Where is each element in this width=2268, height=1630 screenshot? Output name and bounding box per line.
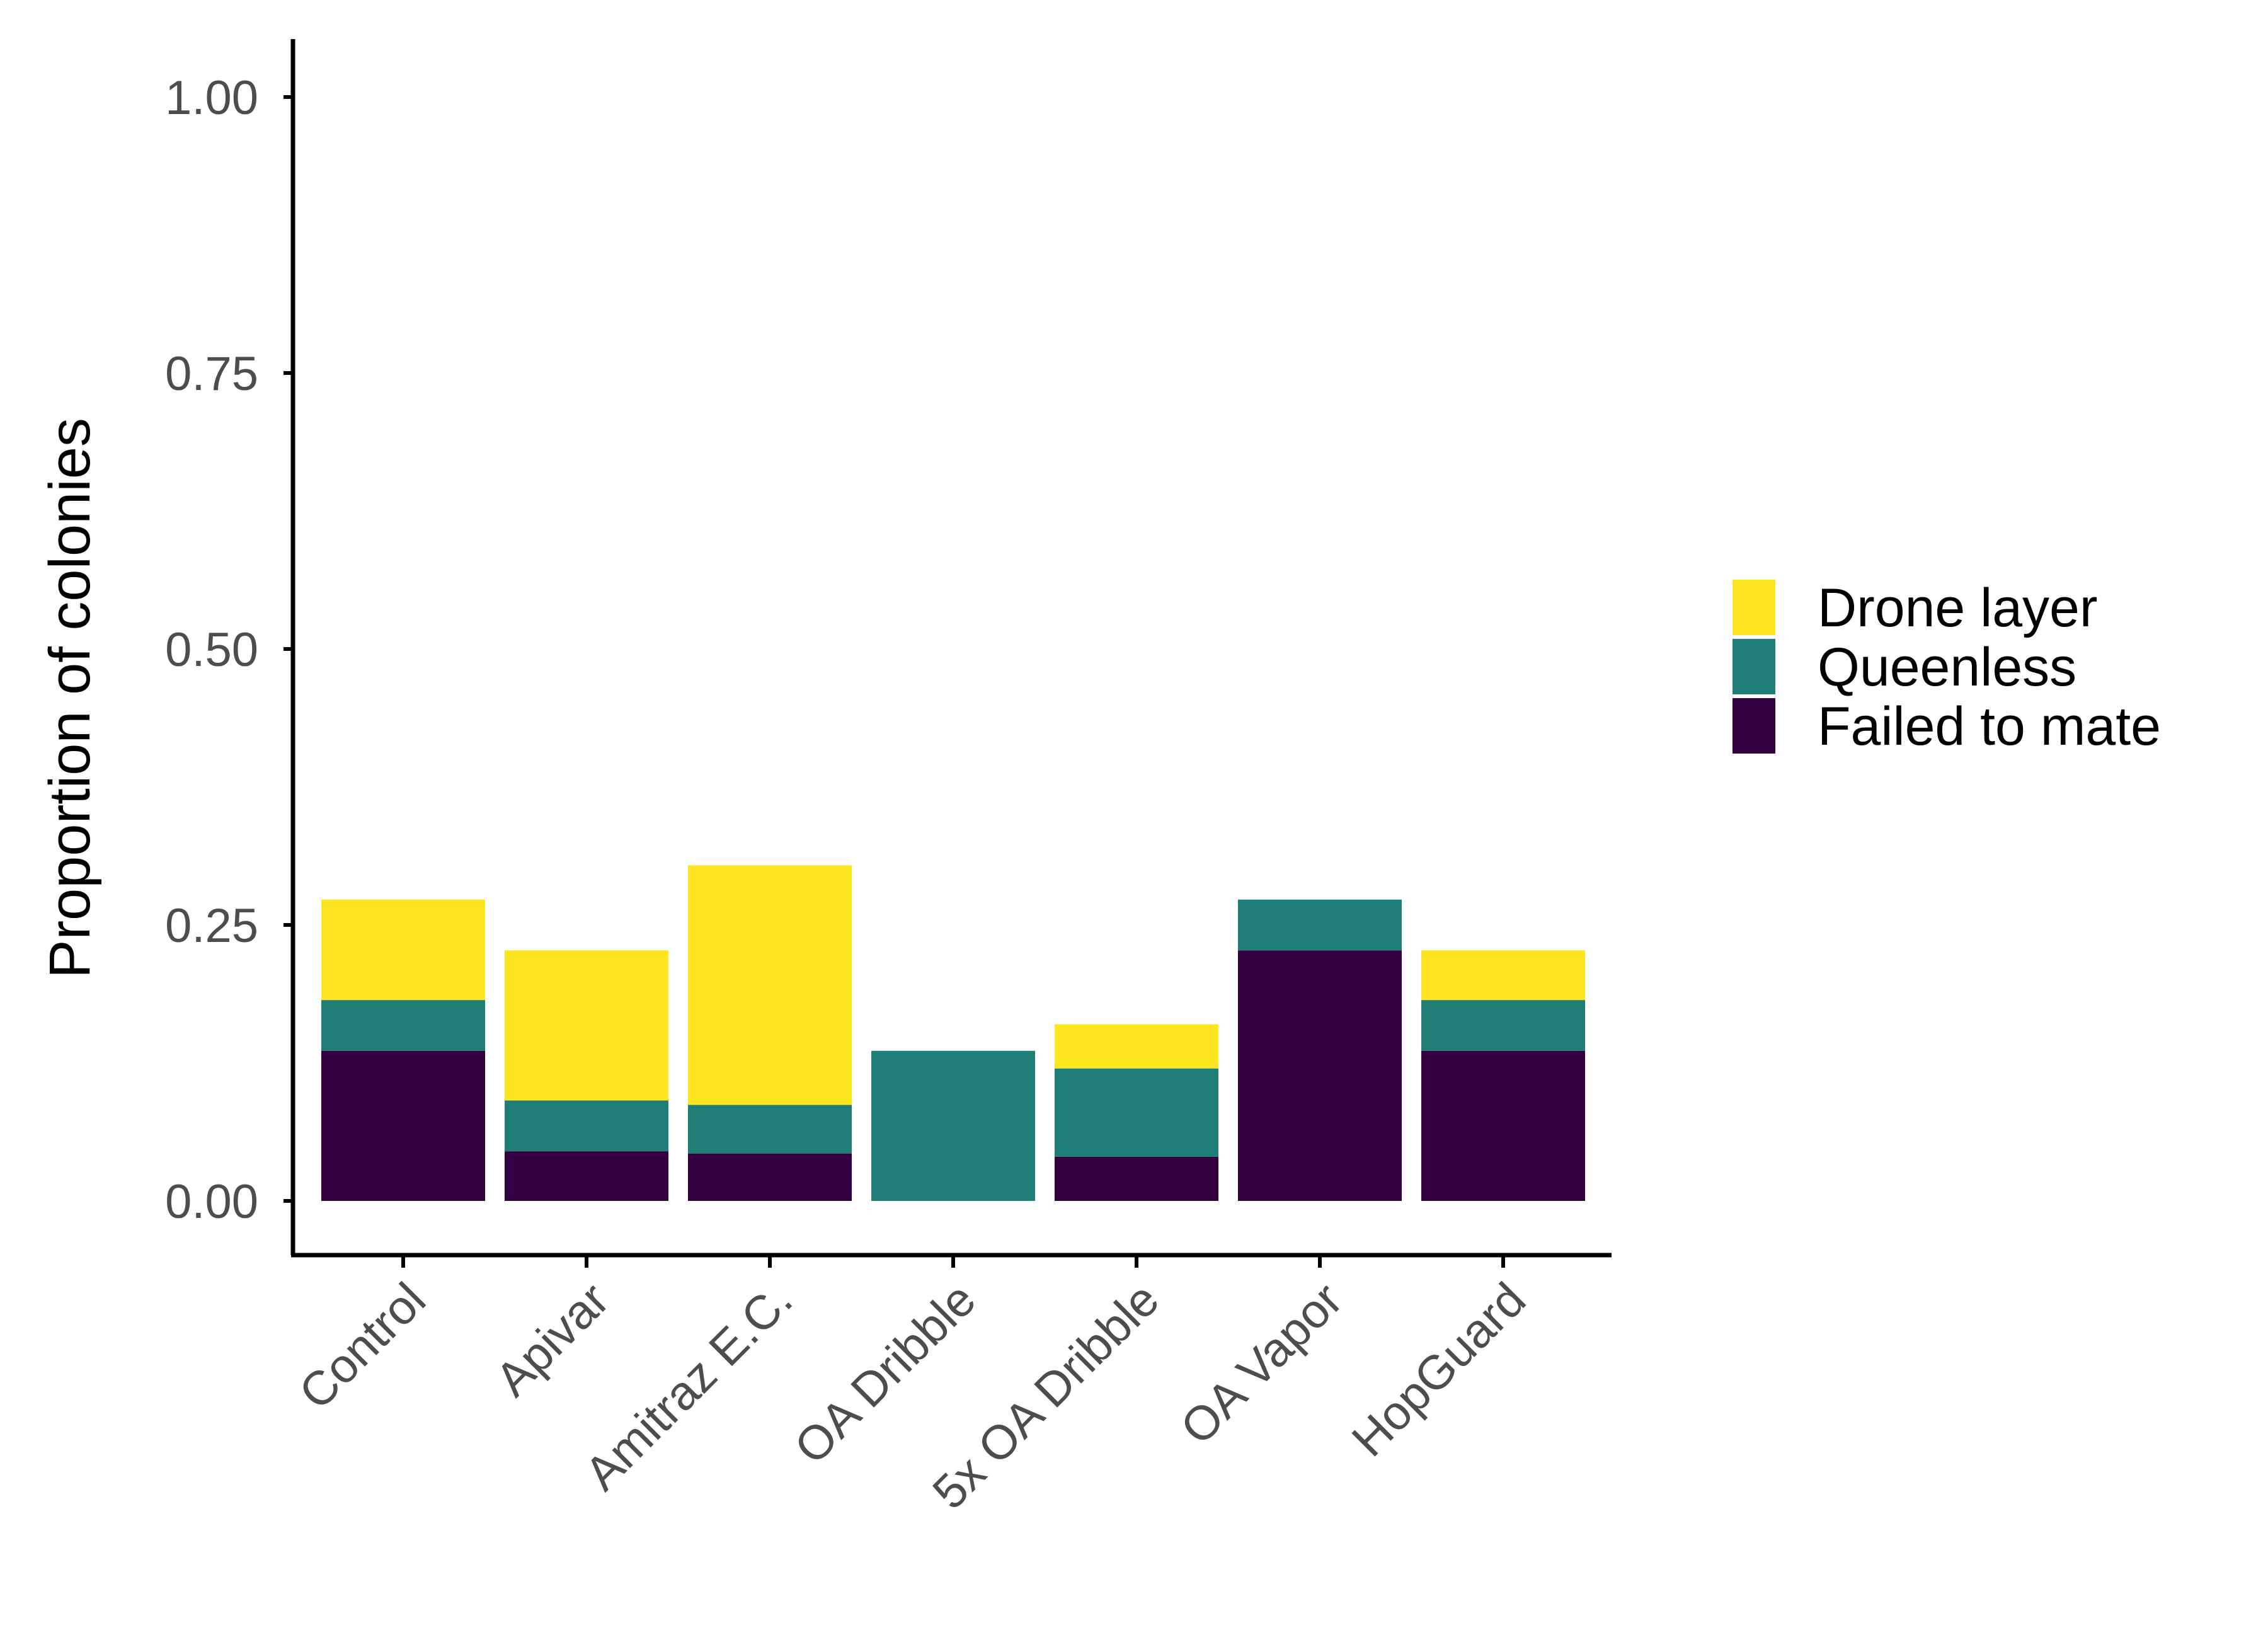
y-tick-label: 0.25	[165, 899, 258, 953]
bar-oa-dribble-queenless	[871, 1050, 1035, 1201]
legend-label-queenless: Queenless	[1818, 637, 2076, 697]
legend-swatch-failed-to-mate	[1732, 698, 1775, 754]
bar-hopguard-queenless	[1421, 1000, 1585, 1051]
x-tick-label-oa-dribble: OA Dribble	[784, 1273, 986, 1474]
legend-swatch-drone-layer	[1732, 580, 1775, 635]
bar-apivar-failed-to-mate	[505, 1151, 668, 1201]
bar-control-drone-layer	[321, 899, 485, 1001]
legend-label-failed-to-mate: Failed to mate	[1818, 696, 2161, 757]
bar-5x-oa-dribble-queenless	[1055, 1068, 1218, 1157]
x-tick-label-apivar: Apivar	[486, 1273, 619, 1406]
bar-amitraz-e-c-failed-to-mate	[688, 1153, 852, 1201]
bar-apivar-drone-layer	[505, 950, 668, 1101]
x-tick-label-oa-vapor: OA Vapor	[1171, 1273, 1353, 1455]
bar-amitraz-e-c-drone-layer	[688, 865, 852, 1105]
bar-apivar-queenless	[505, 1100, 668, 1152]
legend-label-drone-layer: Drone layer	[1818, 578, 2098, 638]
bar-control-queenless	[321, 1000, 485, 1051]
bar-5x-oa-dribble-drone-layer	[1055, 1024, 1218, 1069]
y-tick-label: 0.00	[165, 1175, 258, 1229]
y-ticks: 0.00 0.25 0.50 0.75 1.00	[165, 71, 293, 1229]
y-tick-label: 0.75	[165, 347, 258, 401]
bar-hopguard-failed-to-mate	[1421, 1050, 1585, 1201]
bar-5x-oa-dribble-failed-to-mate	[1055, 1156, 1218, 1201]
bar-control-failed-to-mate	[321, 1050, 485, 1201]
bar-oa-vapor-queenless	[1238, 899, 1402, 951]
bar-amitraz-e-c-queenless	[688, 1105, 852, 1154]
x-tick-label-control: Control	[289, 1273, 436, 1420]
bar-hopguard-drone-layer	[1421, 950, 1585, 1001]
legend-swatch-queenless	[1732, 639, 1775, 694]
bar-oa-vapor-failed-to-mate	[1238, 950, 1402, 1201]
bars-layer	[321, 865, 1585, 1201]
y-axis-title: Proportion of colonies	[38, 418, 102, 979]
x-tick-label-hopguard: HopGuard	[1342, 1273, 1536, 1467]
y-tick-label: 0.50	[165, 623, 258, 677]
y-tick-label: 1.00	[165, 71, 258, 125]
